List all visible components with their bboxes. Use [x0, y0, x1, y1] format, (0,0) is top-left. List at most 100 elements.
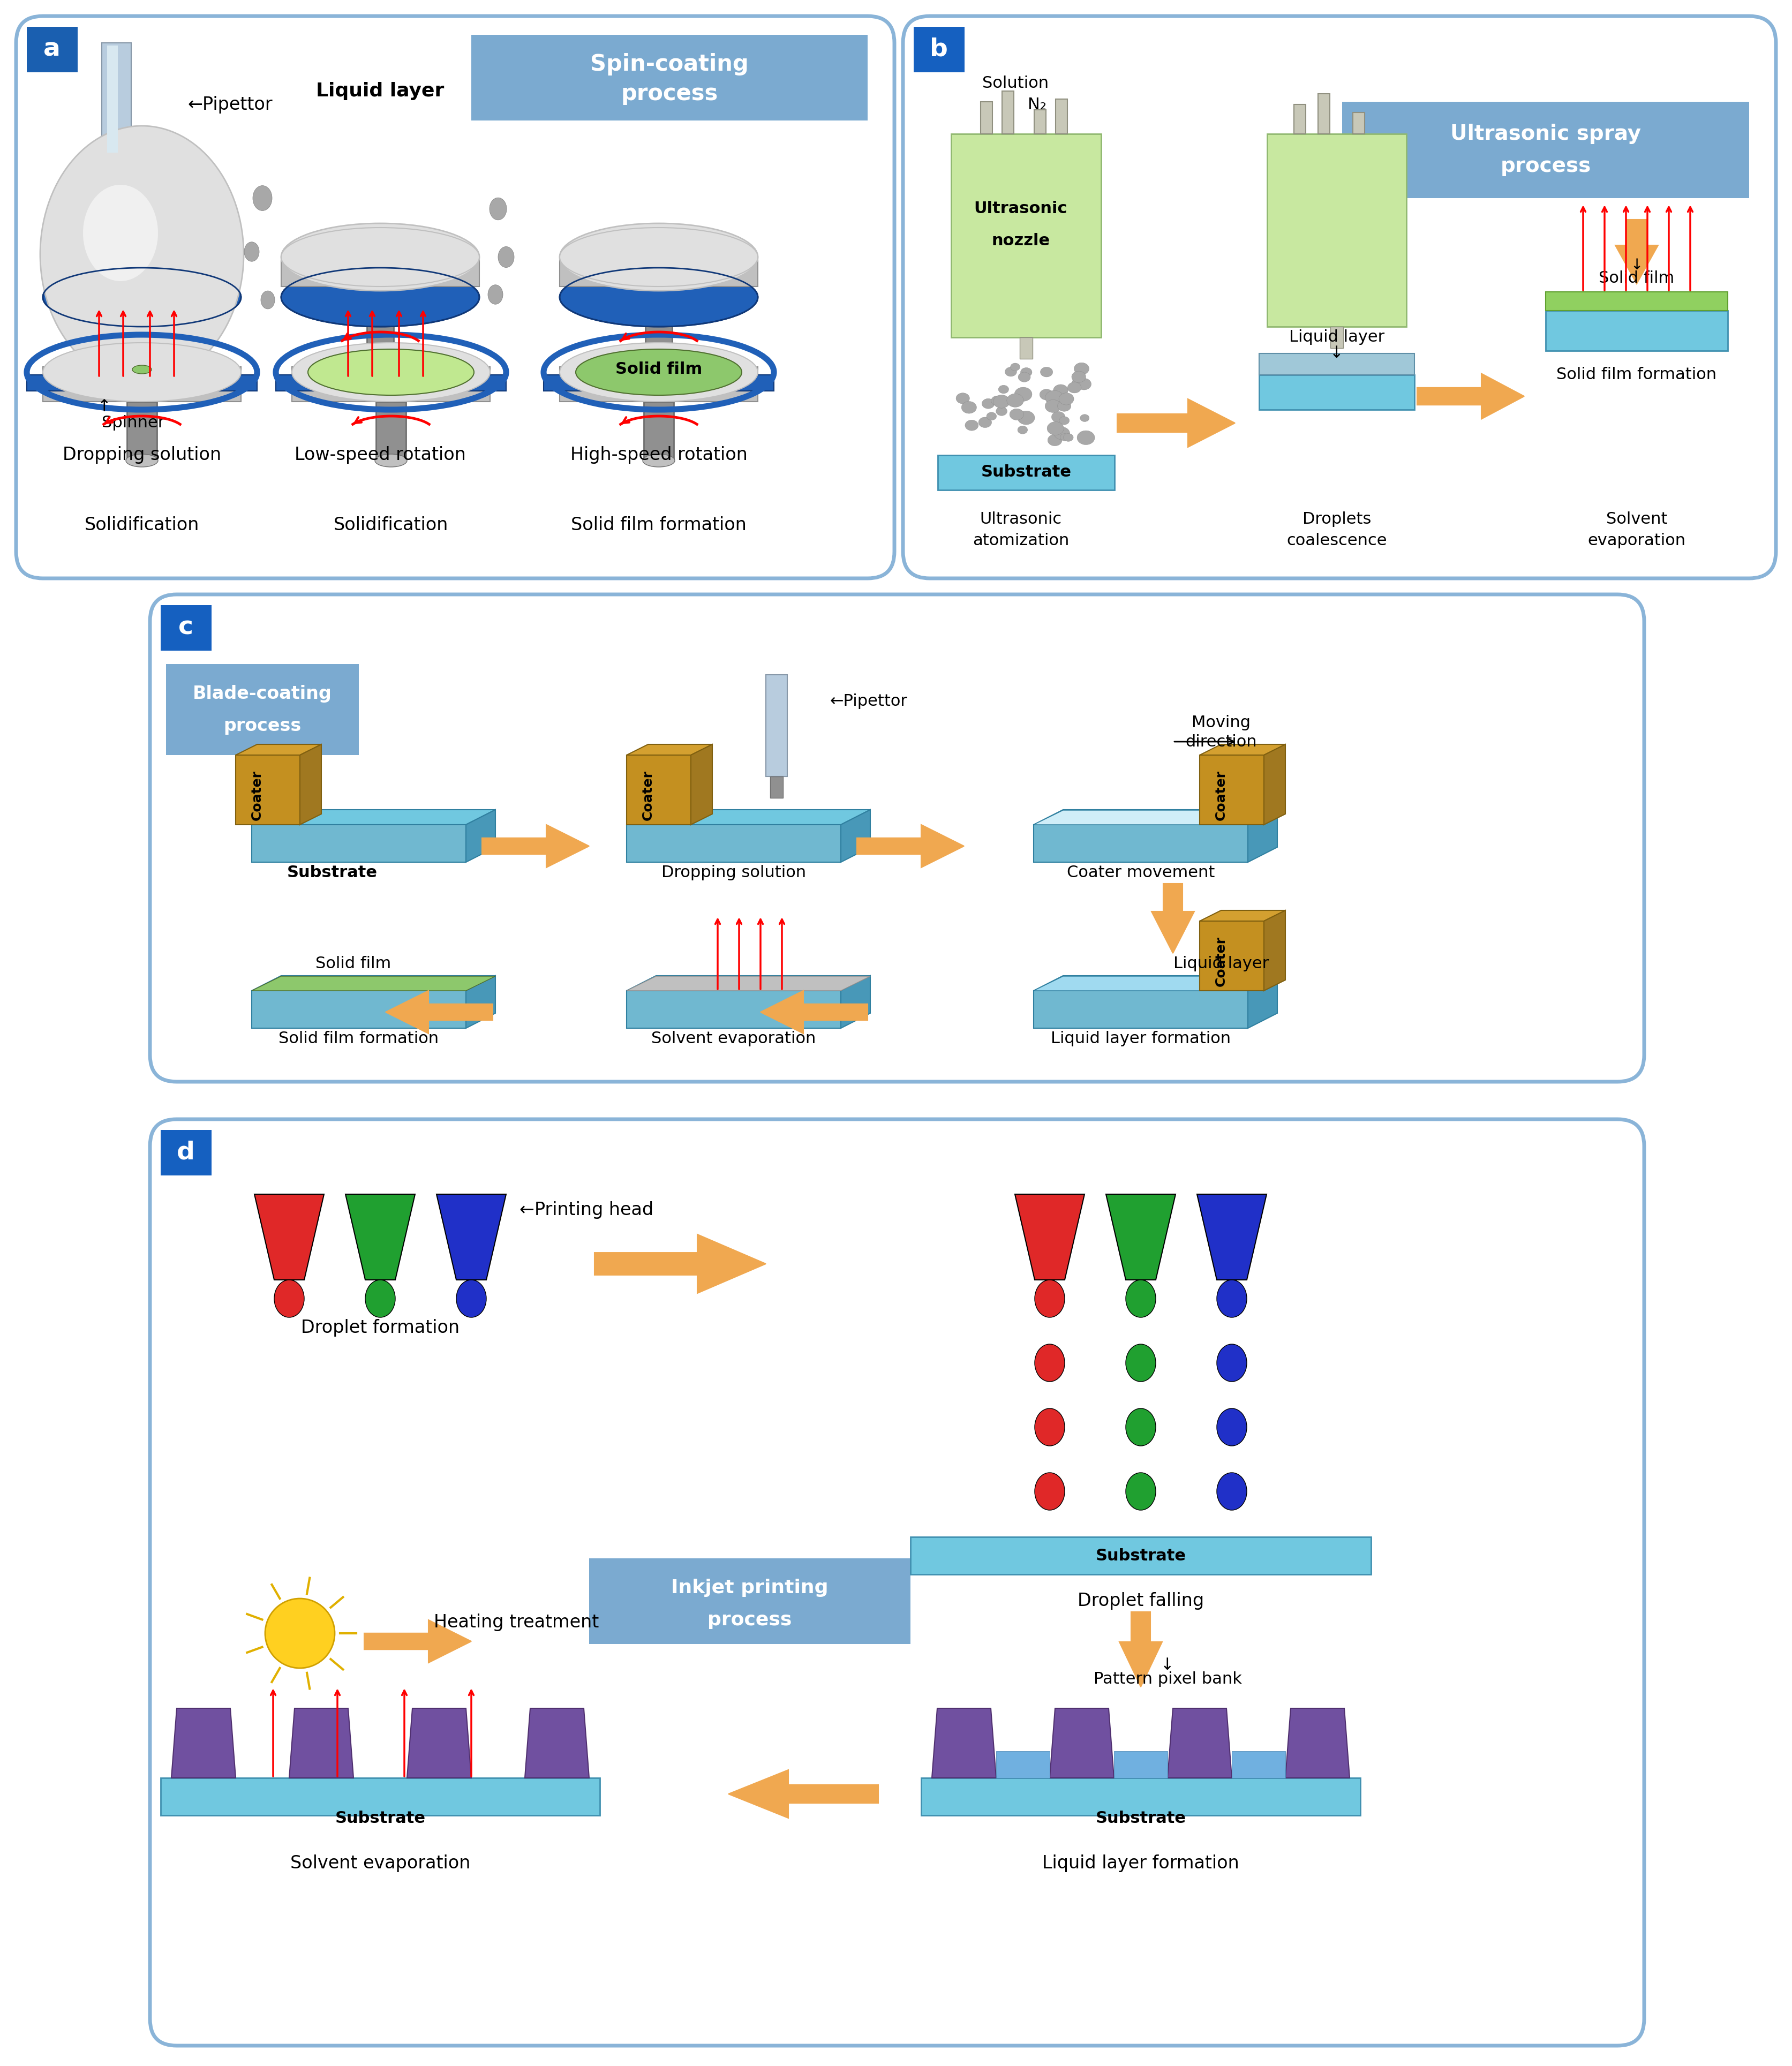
Polygon shape — [760, 992, 867, 1033]
Text: process: process — [224, 717, 301, 733]
Text: direction: direction — [1185, 733, 1256, 750]
Text: evaporation: evaporation — [1588, 533, 1686, 550]
Polygon shape — [251, 992, 466, 1029]
Text: Coater: Coater — [251, 771, 263, 820]
Text: Ultrasonic spray: Ultrasonic spray — [1450, 124, 1641, 145]
Bar — [367, 316, 394, 386]
Bar — [127, 401, 158, 461]
Ellipse shape — [962, 401, 977, 413]
Text: Coater: Coater — [642, 771, 654, 820]
FancyBboxPatch shape — [151, 595, 1645, 1083]
Ellipse shape — [1072, 378, 1086, 388]
Ellipse shape — [43, 269, 240, 326]
Bar — [43, 368, 240, 401]
Polygon shape — [1263, 744, 1285, 824]
Polygon shape — [1034, 824, 1247, 862]
Ellipse shape — [1052, 411, 1064, 421]
Text: ↓: ↓ — [1330, 345, 1344, 362]
FancyBboxPatch shape — [16, 17, 894, 578]
Polygon shape — [1199, 754, 1263, 824]
Polygon shape — [1197, 1194, 1267, 1279]
Bar — [1267, 134, 1407, 326]
Ellipse shape — [1125, 1345, 1156, 1382]
Text: process: process — [708, 1611, 792, 1628]
Polygon shape — [364, 1620, 471, 1663]
Bar — [471, 35, 867, 120]
Ellipse shape — [1125, 1409, 1156, 1446]
Bar — [952, 134, 1100, 337]
Ellipse shape — [1045, 399, 1061, 413]
Text: High-speed rotation: High-speed rotation — [570, 446, 747, 465]
Ellipse shape — [253, 186, 272, 211]
Polygon shape — [1116, 399, 1235, 446]
Ellipse shape — [281, 223, 478, 291]
Text: Liquid layer: Liquid layer — [315, 83, 444, 99]
Ellipse shape — [1217, 1409, 1247, 1446]
Text: ↑: ↑ — [97, 399, 111, 415]
Ellipse shape — [1125, 1279, 1156, 1318]
Bar — [1294, 105, 1306, 134]
Polygon shape — [1034, 975, 1278, 992]
Ellipse shape — [559, 227, 758, 287]
Polygon shape — [254, 1194, 324, 1279]
FancyBboxPatch shape — [903, 17, 1776, 578]
Ellipse shape — [1045, 390, 1063, 405]
Text: process: process — [1500, 155, 1591, 176]
Text: b: b — [930, 37, 948, 62]
Ellipse shape — [978, 417, 991, 428]
Polygon shape — [627, 824, 840, 862]
Text: Coater: Coater — [1215, 771, 1228, 820]
Polygon shape — [1285, 1709, 1349, 1779]
Polygon shape — [1152, 884, 1193, 952]
Ellipse shape — [281, 269, 478, 326]
Ellipse shape — [987, 413, 996, 419]
Text: Inkjet printing: Inkjet printing — [672, 1578, 828, 1597]
Bar — [1319, 93, 1330, 134]
Text: Solidification: Solidification — [84, 516, 199, 533]
Ellipse shape — [489, 198, 507, 219]
Text: Spinner: Spinner — [102, 415, 165, 432]
Bar — [643, 401, 674, 461]
Ellipse shape — [1125, 1473, 1156, 1510]
Polygon shape — [1034, 810, 1278, 824]
Ellipse shape — [1018, 372, 1030, 382]
Ellipse shape — [43, 343, 240, 401]
Ellipse shape — [996, 407, 1007, 415]
Polygon shape — [385, 992, 493, 1033]
Ellipse shape — [1018, 426, 1027, 434]
Ellipse shape — [39, 126, 244, 382]
Text: Substrate: Substrate — [980, 465, 1072, 479]
Bar — [1115, 1752, 1168, 1779]
Text: Substrate: Substrate — [335, 1810, 425, 1826]
Polygon shape — [692, 744, 711, 824]
Text: Solidification: Solidification — [333, 516, 448, 533]
Ellipse shape — [133, 366, 152, 374]
Bar — [765, 676, 787, 777]
Polygon shape — [251, 824, 466, 862]
Ellipse shape — [1034, 1345, 1064, 1382]
Text: Substrate: Substrate — [1095, 1810, 1186, 1826]
Polygon shape — [840, 810, 871, 862]
Ellipse shape — [244, 242, 260, 262]
Bar — [167, 663, 358, 754]
Ellipse shape — [1054, 428, 1070, 440]
Text: Pattern pixel bank: Pattern pixel bank — [1093, 1671, 1242, 1686]
Ellipse shape — [1077, 378, 1091, 390]
Text: Coater: Coater — [1215, 936, 1228, 985]
Ellipse shape — [1057, 401, 1072, 411]
Text: Solvent: Solvent — [1606, 512, 1667, 527]
Ellipse shape — [1068, 382, 1081, 393]
Ellipse shape — [1014, 386, 1032, 401]
Ellipse shape — [292, 343, 489, 401]
Ellipse shape — [1217, 1279, 1247, 1318]
Bar — [281, 256, 478, 287]
Text: ←Pipettor: ←Pipettor — [188, 95, 272, 114]
Text: Ultrasonic: Ultrasonic — [975, 200, 1068, 217]
Bar — [771, 777, 783, 797]
Text: Ultrasonic: Ultrasonic — [980, 512, 1063, 527]
Ellipse shape — [82, 184, 158, 281]
Bar — [27, 27, 77, 72]
Polygon shape — [237, 754, 299, 824]
Ellipse shape — [1005, 368, 1016, 376]
Ellipse shape — [993, 395, 1011, 409]
